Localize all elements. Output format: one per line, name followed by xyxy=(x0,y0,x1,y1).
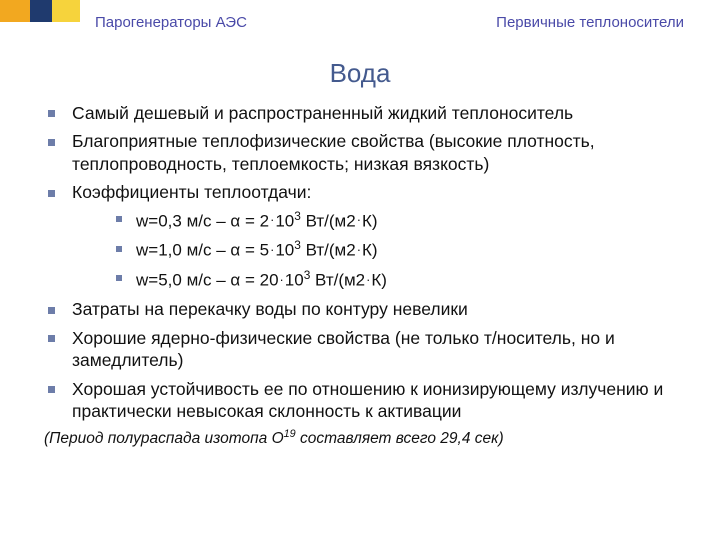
sub-bullet-item: w=1,0 м/с – α = 5·103 Вт/(м2·К) xyxy=(72,237,690,263)
decor-yellow xyxy=(52,0,80,22)
val-exp: 3 xyxy=(294,209,301,223)
decor-orange xyxy=(0,0,30,22)
decor-navy xyxy=(30,0,52,22)
val-alpha: 5 xyxy=(260,241,269,260)
footnote: (Период полураспада изотопа О19 составля… xyxy=(40,428,690,448)
bullet-item: Коэффициенты теплоотдачи: w=0,3 м/с – α … xyxy=(40,181,690,292)
val-w: 0,3 xyxy=(158,211,182,230)
note-pre: (Период полураспада изотопа О xyxy=(44,430,284,447)
val-alpha: 2 xyxy=(260,211,269,230)
sub-bullet-item: w=5,0 м/с – α = 20·103 Вт/(м2·К) xyxy=(72,267,690,293)
content-area: Самый дешевый и распространенный жидкий … xyxy=(40,102,690,448)
val-exp: 3 xyxy=(294,238,301,252)
bullet-item: Самый дешевый и распространенный жидкий … xyxy=(40,102,690,124)
slide: Парогенераторы АЭС Первичные теплоносите… xyxy=(0,0,720,540)
note-post: составляет всего 29,4 сек) xyxy=(296,430,504,447)
val-exp: 3 xyxy=(304,268,311,282)
bullet-item: Хорошая устойчивость ее по отношению к и… xyxy=(40,378,690,423)
sub-bullet-item: w=0,3 м/с – α = 2·103 Вт/(м2·К) xyxy=(72,208,690,234)
bullet-list: Самый дешевый и распространенный жидкий … xyxy=(40,102,690,422)
topbar-decor xyxy=(0,0,80,22)
header-left: Парогенераторы АЭС xyxy=(95,14,247,31)
sub-bullet-list: w=0,3 м/с – α = 2·103 Вт/(м2·К) w=1,0 м/… xyxy=(72,208,690,293)
slide-title: Вода xyxy=(0,58,720,89)
bullet-item: Хорошие ядерно-физические свойства (не т… xyxy=(40,327,690,372)
bullet-item: Благоприятные теплофизические свойства (… xyxy=(40,130,690,175)
header-right: Первичные теплоносители xyxy=(496,14,684,31)
val-alpha: 20 xyxy=(260,270,279,289)
note-sup: 19 xyxy=(284,428,296,440)
val-w: 5,0 xyxy=(158,270,182,289)
bullet-item: Затраты на перекачку воды по контуру нев… xyxy=(40,298,690,320)
bullet-text: Коэффициенты теплоотдачи: xyxy=(72,182,311,202)
val-w: 1,0 xyxy=(158,241,182,260)
